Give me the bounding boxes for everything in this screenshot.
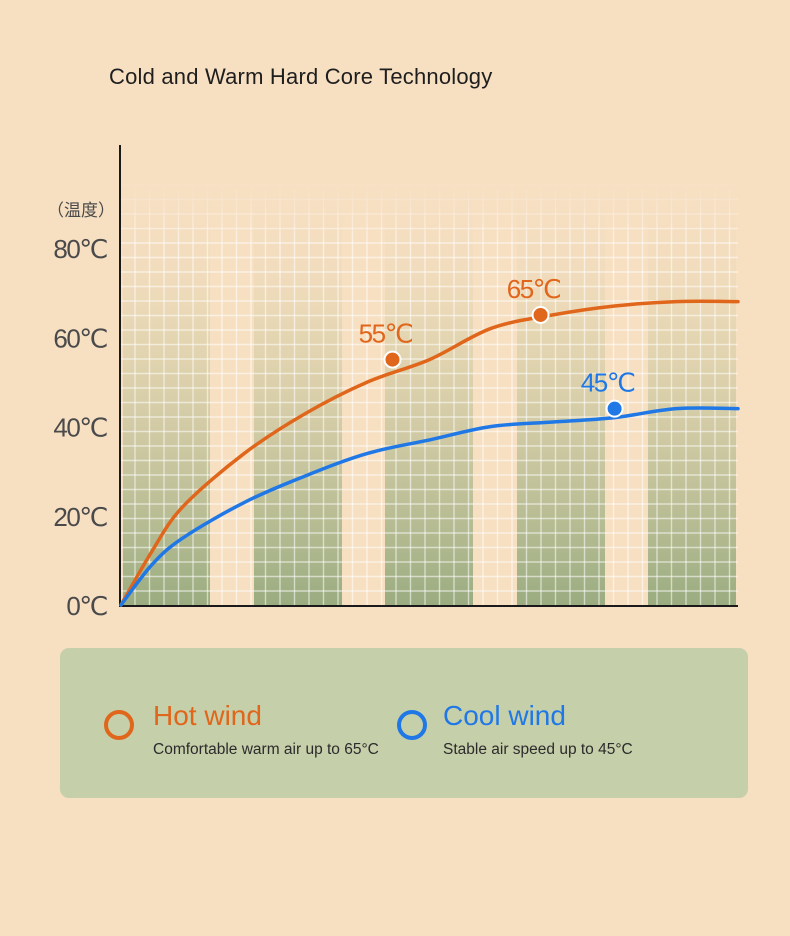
y-tick-label: 40℃ [53,413,107,443]
background-column [385,180,473,605]
y-tick-labels: 0℃ 20℃ 40℃ 60℃ 80℃ [53,234,108,621]
chart-grid [121,182,738,605]
legend-cool-wind-description: Stable air speed up to 45°C [443,741,633,758]
y-tick-label: 0℃ [66,591,107,621]
legend-hot-wind-description: Comfortable warm air up to 65°C [153,741,379,758]
cool-wind-point [605,399,624,418]
annotation-points: 55℃ 65℃ 45℃ [359,274,636,418]
hot-wind-circle-icon [104,710,134,740]
background-columns [123,180,736,605]
cool-wind-data-label: 45℃ [581,368,635,398]
hot-wind-data-label: 65℃ [507,274,561,304]
chart-axes [119,145,738,607]
hot-wind-line [119,299,740,607]
background-column [123,180,210,605]
legend-hot-wind-name: Hot wind [153,700,262,731]
hot-wind-data-label: 55℃ [359,319,413,349]
legend-panel: Hot wind Comfortable warm air up to 65°C… [60,648,748,798]
page-title: Cold and Warm Hard Core Technology [109,64,493,89]
y-tick-label: 20℃ [53,502,107,532]
background-column [254,180,342,605]
y-tick-label: 60℃ [53,323,107,353]
cool-wind-circle-icon [397,710,427,740]
hot-wind-point [531,305,550,324]
y-axis-label: （温度） [47,201,115,221]
legend-cool-wind-name: Cool wind [443,700,566,731]
background-column [648,180,736,605]
background-column [517,180,605,605]
hot-wind-point [383,350,402,369]
y-tick-label: 80℃ [53,234,107,264]
temperature-chart: （温度） 0℃ 20℃ 40℃ 60℃ 80℃ 55℃ 65℃ 45℃ [47,145,740,621]
